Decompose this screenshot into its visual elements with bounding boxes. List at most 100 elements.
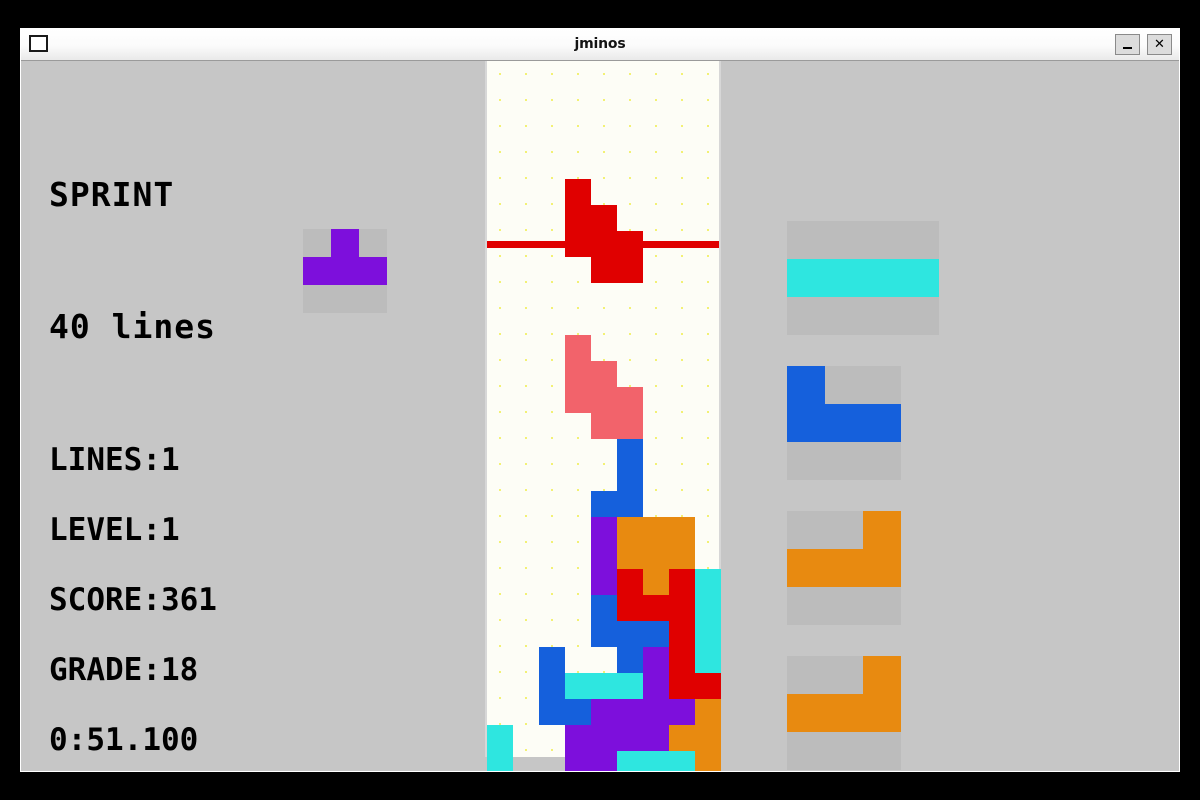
hold-piece-box [303, 229, 387, 315]
ghost-cell [565, 335, 591, 361]
board-cell [669, 595, 695, 621]
ghost-cell [617, 413, 643, 439]
board-cell [617, 491, 643, 517]
board-cell [617, 725, 643, 751]
active-piece-cell [591, 205, 617, 231]
board-cell [643, 569, 669, 595]
next-piece-slot [787, 511, 901, 625]
board-cell [617, 439, 643, 465]
board-cell [643, 699, 669, 725]
next-cell-bg [825, 297, 863, 335]
hold-cell-bg [359, 229, 387, 257]
board-cell [669, 621, 695, 647]
mode-heading: SPRINT 40 lines [49, 85, 216, 437]
board-cell [643, 751, 669, 771]
hold-cell-bg [303, 229, 331, 257]
board-cell [669, 543, 695, 569]
board-cell [695, 699, 721, 725]
board-cell [669, 725, 695, 751]
next-cell-bg [787, 656, 825, 694]
board-cell [643, 725, 669, 751]
board-cell [591, 621, 617, 647]
board-cell [695, 595, 721, 621]
board-cell [669, 517, 695, 543]
ghost-cell [591, 387, 617, 413]
window-menu-icon[interactable] [29, 35, 48, 52]
active-piece-cell [565, 205, 591, 231]
next-piece-queue [787, 221, 939, 771]
danger-line [487, 241, 719, 248]
board-cell [591, 673, 617, 699]
playfield[interactable] [485, 61, 721, 771]
next-piece-cell [787, 694, 825, 732]
title-bar[interactable]: jminos ✕ [21, 29, 1179, 61]
ghost-cell [565, 361, 591, 387]
next-piece-cell [863, 404, 901, 442]
mode-name: SPRINT [49, 175, 175, 214]
board-cell [617, 569, 643, 595]
board-cell [669, 751, 695, 771]
next-piece-cell [787, 404, 825, 442]
close-icon: ✕ [1154, 37, 1165, 52]
board-cell [591, 595, 617, 621]
window-controls: ✕ [1115, 34, 1172, 55]
next-cell-bg [787, 297, 825, 335]
active-piece-cell [617, 257, 643, 283]
next-cell-bg [787, 511, 825, 549]
board-cell [591, 569, 617, 595]
ghost-cell [591, 413, 617, 439]
board-cell [539, 699, 565, 725]
hold-piece-cell [359, 257, 387, 285]
hold-piece-cell [331, 229, 359, 257]
next-piece-cell [787, 549, 825, 587]
board-cell [591, 751, 617, 771]
board-cell [669, 699, 695, 725]
minimize-icon [1123, 47, 1132, 49]
board-cell [617, 595, 643, 621]
board-cell [617, 647, 643, 673]
board-cell [643, 673, 669, 699]
board-cell [591, 517, 617, 543]
board-cell [617, 517, 643, 543]
active-piece-cell [565, 179, 591, 205]
next-piece-cell [787, 366, 825, 404]
next-cell-bg [863, 732, 901, 770]
board-cell [487, 751, 513, 771]
hold-piece-cell [303, 257, 331, 285]
next-piece-slot [787, 221, 939, 335]
board-cell [539, 647, 565, 673]
next-piece-cell [825, 549, 863, 587]
next-cell-bg [825, 442, 863, 480]
next-piece-cell [825, 404, 863, 442]
board-cell [617, 621, 643, 647]
hold-cell-bg [359, 285, 387, 313]
board-cell [487, 725, 513, 751]
board-cell [591, 725, 617, 751]
board-cell [695, 647, 721, 673]
next-cell-bg [787, 732, 825, 770]
board-cell [565, 673, 591, 699]
board-cell [591, 699, 617, 725]
next-piece-cell [863, 259, 901, 297]
active-piece-cell [591, 257, 617, 283]
board-cell [643, 543, 669, 569]
next-cell-bg [825, 656, 863, 694]
board-cell [617, 673, 643, 699]
next-piece-cell [863, 511, 901, 549]
board-cell [695, 621, 721, 647]
next-piece-cell [863, 694, 901, 732]
next-piece-cell [901, 259, 939, 297]
close-button[interactable]: ✕ [1147, 34, 1172, 55]
board-cell [617, 465, 643, 491]
board-cell [565, 725, 591, 751]
board-cell [565, 751, 591, 771]
next-cell-bg [787, 442, 825, 480]
minimize-button[interactable] [1115, 34, 1140, 55]
next-piece-cell [787, 259, 825, 297]
next-cell-bg [863, 297, 901, 335]
next-piece-slot [787, 656, 901, 770]
hold-piece-cell [331, 257, 359, 285]
stat-grade: GRADE:18 [49, 652, 199, 688]
board-cell [695, 725, 721, 751]
board-cell [539, 673, 565, 699]
